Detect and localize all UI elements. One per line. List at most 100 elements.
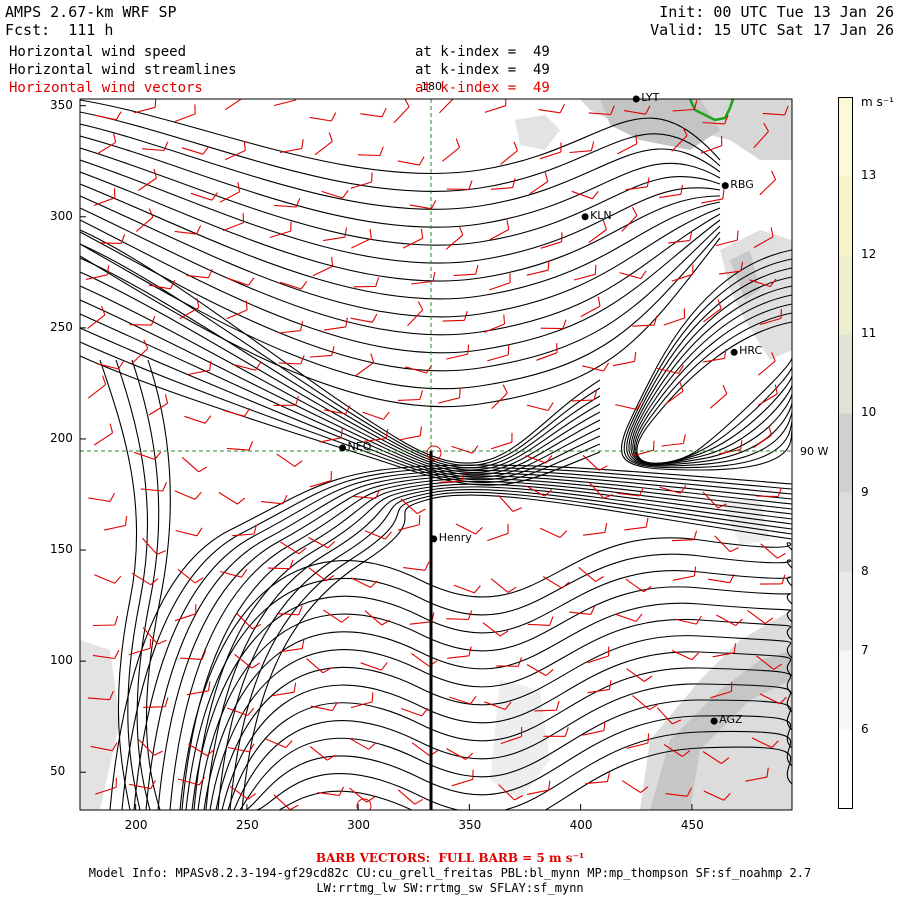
colorbar-level-label: 6 (861, 721, 869, 736)
wind-barb (569, 141, 595, 154)
colorbar-level-label: 12 (861, 247, 877, 262)
station-label: Henry (438, 530, 472, 544)
wind-barb (142, 141, 169, 152)
wind-barb (280, 639, 305, 653)
wind-barb (759, 170, 777, 196)
init-time: Init: 00 UTC Tue 13 Jan 26 (659, 3, 894, 21)
wind-barb (585, 772, 611, 785)
wind-barb (219, 182, 241, 203)
streamline (239, 699, 792, 810)
wind-barb (451, 769, 474, 787)
wind-barb (619, 270, 647, 280)
wind-barb (534, 700, 560, 712)
wind-barb (612, 351, 637, 367)
streamline (157, 475, 792, 810)
forecast-hour: Fcst: 111 h (5, 21, 114, 39)
wind-barb (393, 99, 410, 124)
colorbar-swatch (838, 334, 853, 414)
wind-barb (308, 566, 335, 582)
wind-barb (527, 616, 554, 626)
wind-barb (672, 566, 697, 581)
wind-barb (538, 104, 565, 114)
wind-barb (496, 657, 523, 667)
x-tick-label: 200 (124, 818, 148, 832)
streamline (221, 651, 792, 810)
parallel-label: 90 W (800, 445, 829, 458)
wind-barb (758, 352, 776, 376)
wind-barb (487, 523, 509, 542)
wind-barb (489, 220, 510, 241)
streamline (80, 243, 601, 466)
wind-barb (350, 313, 378, 323)
wind-barb (397, 515, 421, 531)
wind-barb (142, 627, 167, 645)
wind-barb (671, 650, 699, 661)
wind-barb (411, 652, 438, 667)
wind-barb (186, 268, 213, 279)
streamline (215, 635, 792, 810)
wind-barb (626, 733, 650, 749)
streamline (80, 271, 601, 471)
wind-barb (759, 574, 786, 585)
wind-barb (525, 485, 552, 497)
wind-barb (188, 743, 215, 757)
wind-speed-shading (80, 99, 792, 810)
wind-barb (323, 609, 350, 623)
wind-barb (701, 189, 725, 204)
wind-barb (708, 574, 735, 584)
streamline (80, 225, 721, 372)
wind-barb (403, 561, 430, 571)
streamline (258, 746, 792, 810)
wind-barb (714, 535, 739, 553)
wind-barb (355, 353, 375, 376)
wind-barb (87, 690, 114, 701)
wind-barb (582, 454, 608, 471)
wind-barb (659, 485, 687, 494)
wind-barb (451, 445, 479, 454)
wind-barb (526, 402, 554, 412)
wind-barb (583, 522, 608, 536)
wind-barb (87, 375, 107, 399)
wind-barb (85, 265, 110, 280)
wind-barb (749, 278, 777, 288)
wind-barb (317, 786, 344, 796)
wind-barb (99, 234, 126, 244)
wind-barb (588, 105, 615, 116)
wind-barb (90, 742, 118, 752)
wind-barb (224, 99, 243, 111)
streamline (99, 359, 138, 810)
station-dot (721, 182, 729, 190)
wind-barb (267, 559, 294, 570)
wind-barb (526, 664, 554, 677)
streamline (252, 730, 792, 810)
wind-barb (702, 491, 727, 509)
colorbar-level-label: 10 (861, 405, 877, 420)
wind-barb (131, 572, 159, 586)
wind-barb (625, 177, 650, 191)
wind-barb (350, 692, 374, 709)
wind-barb (700, 136, 723, 154)
wind-barb (95, 777, 117, 795)
wind-barb (702, 751, 730, 765)
wind-barb (180, 650, 207, 660)
wind-barb (402, 228, 424, 249)
wind-barb (218, 491, 246, 505)
wind-barb (625, 578, 652, 593)
station-dot (339, 444, 347, 452)
streamline (80, 123, 721, 210)
wind-barb (718, 261, 744, 275)
field-level-vectors: at k-index = 49 (415, 80, 550, 96)
wind-barb (103, 516, 128, 531)
wind-barb (671, 126, 688, 152)
streamline (209, 618, 792, 810)
wind-barb (143, 697, 169, 708)
wind-barb (314, 132, 333, 156)
colorbar-swatch (838, 176, 853, 256)
pole-marker (426, 445, 442, 461)
wind-barb (484, 99, 507, 113)
wind-barb (133, 451, 162, 461)
streamline (80, 219, 721, 354)
wind-barb (663, 308, 686, 326)
streamline (80, 229, 601, 464)
wind-barb (357, 146, 384, 157)
